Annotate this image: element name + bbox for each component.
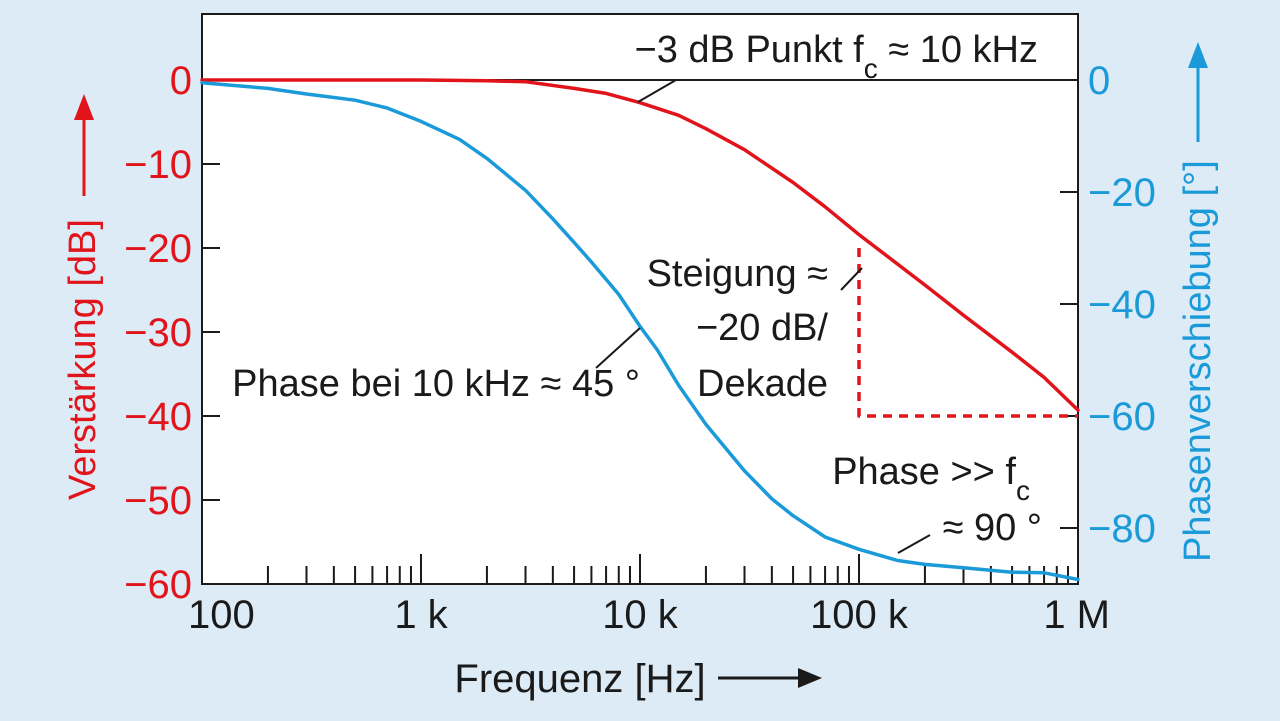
- right-axis-arrow-head: [1188, 42, 1208, 68]
- annotation-slope-line1: Steigung ≈: [647, 253, 828, 295]
- x-axis-arrow-head: [798, 668, 822, 688]
- y-left-tick-label-0: 0: [170, 59, 192, 103]
- x-tick-label-1: 1 k: [394, 593, 448, 637]
- leader-slope: [840, 267, 863, 291]
- left-axis-arrow-head: [74, 94, 94, 120]
- axis-ticks: [201, 79, 1079, 585]
- annotation-phase-90: ≈ 90 °: [943, 507, 1042, 549]
- y-right-tick-label-3: −60: [1088, 395, 1156, 439]
- y-right-tick-label-2: −40: [1088, 283, 1156, 327]
- plot-area: [201, 13, 1079, 585]
- gain-curve: [200, 78, 1080, 412]
- y-left-tick-label-3: −30: [124, 311, 192, 355]
- leader-phase-45: [595, 327, 641, 369]
- annotation-slope-line3: Dekade: [697, 363, 828, 405]
- y-left-tick-label-6: −60: [124, 563, 192, 607]
- y-left-tick-label-2: −20: [124, 227, 192, 271]
- y-left-tick-label-5: −50: [124, 479, 192, 523]
- x-tick-label-2: 10 k: [602, 593, 679, 637]
- x-axis-title: Frequenz [Hz]: [454, 657, 705, 701]
- series-layer: [200, 78, 1080, 582]
- annotation-3db-point: −3 dB Punkt fc ≈ 10 kHz: [635, 29, 1038, 84]
- x-tick-label-4: 1 M: [1043, 593, 1110, 637]
- annotation-phase-45: Phase bei 10 kHz ≈ 45 °: [232, 363, 640, 405]
- right-axis-title: Phasenverschiebung [°]: [1177, 160, 1219, 562]
- x-tick-label-3: 100 k: [810, 593, 909, 637]
- annotation-phase-fc: Phase >> fc: [832, 451, 1030, 506]
- y-left-tick-label-4: −40: [124, 395, 192, 439]
- y-left-tick-label-1: −10: [124, 143, 192, 187]
- slope-helper-dashed-line: [857, 248, 1078, 418]
- y-right-tick-label-0: 0: [1088, 59, 1110, 103]
- y-right-tick-label-1: −20: [1088, 171, 1156, 215]
- x-tick-label-0: 100: [188, 593, 255, 637]
- phase-curve: [200, 81, 1080, 582]
- y-right-tick-label-4: −80: [1088, 507, 1156, 551]
- leader-phase-90: [897, 534, 931, 554]
- leader-3db: [637, 79, 677, 103]
- tick-labels: 0 −10 −20 −30 −40 −50 −60 0 −20 −40 −60 −80 100 1 k 10…: [124, 59, 1156, 637]
- left-axis-title: Verstärkung [dB]: [62, 219, 104, 500]
- annotation-slope-line2: −20 dB/: [696, 307, 828, 349]
